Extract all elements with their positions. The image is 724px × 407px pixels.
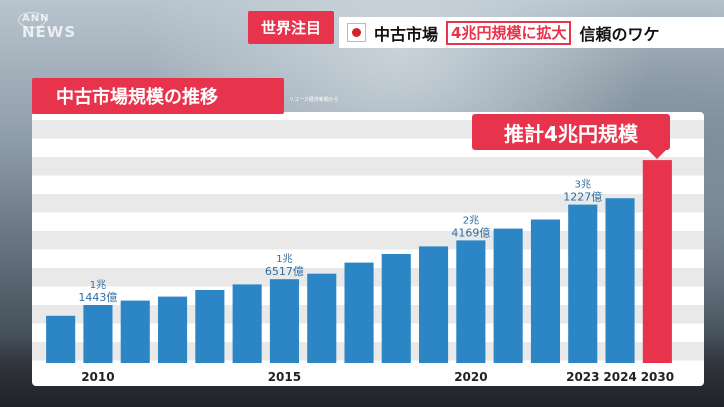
data-label-2015-line1: 1兆 (276, 253, 292, 265)
data-label-2023-line1: 3兆 (575, 179, 591, 191)
bar-2023 (568, 204, 598, 363)
topic-tag: 世界注目 (248, 11, 334, 44)
data-label-2023-line2: 1227億 (563, 191, 602, 204)
bar-2018 (381, 254, 411, 363)
bar-2016 (307, 273, 337, 363)
x-tick-label-2010: 2010 (81, 370, 114, 384)
headline-part-3: 信頼のワケ (579, 24, 660, 44)
bar-2021 (493, 228, 523, 363)
data-label-2010-line2: 1443億 (78, 291, 117, 304)
bar-2015 (269, 279, 299, 363)
estimate-callout: 推計4兆円規模 (472, 114, 670, 159)
chart-title: 中古市場規模の推移 (32, 78, 284, 114)
headline-caption: 中古市場 4兆円規模に拡大 信頼のワケ (339, 17, 724, 48)
bar-2009 (46, 315, 76, 363)
grid-band (32, 231, 704, 250)
logo-ring-icon (18, 12, 46, 28)
japan-flag-icon (347, 23, 366, 42)
bar-2030 (642, 160, 672, 363)
x-tick-label-2023: 2023 (566, 370, 599, 384)
x-tick-label-2020: 2020 (454, 370, 487, 384)
bar-2020 (456, 240, 486, 363)
data-label-2015-line2: 6517億 (265, 265, 304, 278)
bar-2022 (530, 219, 560, 363)
bar-2017 (344, 262, 374, 363)
grid-band (32, 157, 704, 176)
data-label-2020-line1: 2兆 (463, 214, 479, 226)
bar-2019 (419, 246, 449, 363)
bar-2024 (605, 198, 635, 363)
x-tick-label-2030: 2030 (641, 370, 674, 384)
x-tick-label-2024: 2024 (603, 370, 636, 384)
data-label-2010-line1: 1兆 (90, 279, 106, 291)
bar-chart: 2010 2015 2020 2023 2024 20301兆1443億1兆6517億2兆… (32, 120, 704, 384)
source-note: リユース経済新聞から (289, 97, 339, 103)
bar-2014 (232, 284, 262, 363)
chart-panel: 2010 2015 2020 2023 2024 2030 1兆 1443億 1兆 6517億 2兆… (32, 112, 704, 386)
data-label-2020-line2: 4169億 (451, 226, 490, 239)
x-tick-label-2015: 2015 (268, 370, 301, 384)
bar-2013 (195, 290, 225, 363)
bar-2010 (83, 305, 113, 363)
grid-band (32, 194, 704, 213)
bar-2012 (158, 296, 188, 363)
logo-text-bottom: NEWS (22, 23, 77, 41)
headline-part-1: 中古市場 (374, 24, 439, 44)
bar-2011 (120, 300, 150, 363)
ann-news-logo: ANN NEWS (18, 12, 77, 41)
headline-part-2: 4兆円規模に拡大 (446, 20, 572, 45)
